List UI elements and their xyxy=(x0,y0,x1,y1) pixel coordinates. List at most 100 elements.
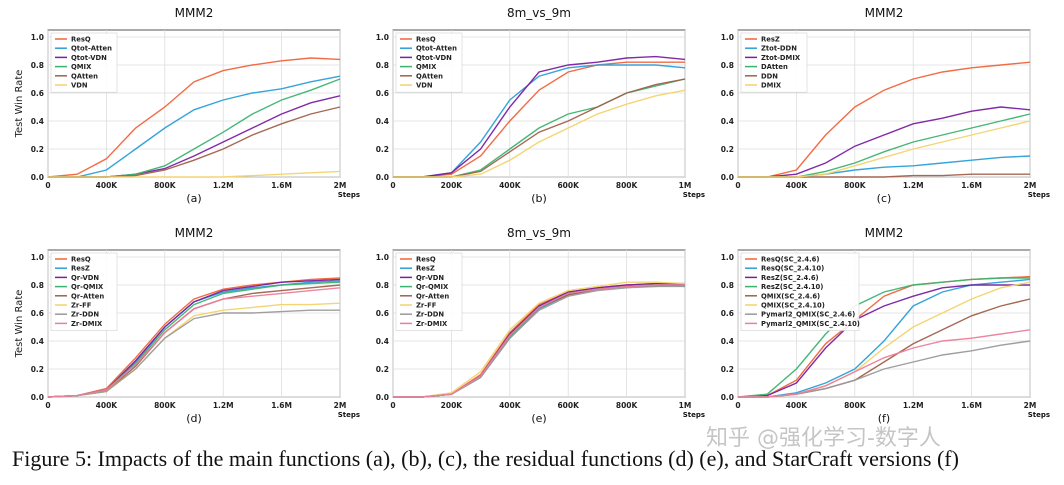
y-tick-label: 0.6 xyxy=(31,309,44,318)
legend-box xyxy=(740,32,808,93)
x-tick-label: 400K xyxy=(499,401,522,410)
y-tick-label: 0.8 xyxy=(721,61,734,70)
x-tick-label: 2M xyxy=(1024,181,1037,190)
x-axis-label: Steps xyxy=(683,411,705,419)
series-line xyxy=(393,89,686,178)
chart-panel-a: 0 400K 800K 1.2M 1.6M 2M 0.0 0.2 0.4 0.6 0.8 1.0 MMM… xyxy=(0,0,360,215)
y-tick-label: 0.8 xyxy=(376,281,389,290)
legend-entry: ResQ(SC_2.4.10) xyxy=(761,265,824,273)
x-tick-label: 200K xyxy=(441,401,464,410)
y-tick-label: 0.6 xyxy=(376,309,389,318)
x-axis-label: Steps xyxy=(1028,191,1050,199)
y-tick-label: 0.8 xyxy=(31,61,44,70)
y-tick-label: 0.4 xyxy=(376,117,389,126)
y-tick-label: 0.2 xyxy=(31,365,44,374)
series-line xyxy=(48,170,341,178)
x-tick-label: 800K xyxy=(616,181,639,190)
x-tick-label: 0 xyxy=(390,181,395,190)
x-tick-label: 400K xyxy=(499,181,522,190)
subplot-label: (d) xyxy=(186,412,202,425)
legend-entry: ResQ xyxy=(71,256,91,264)
y-tick-label: 0.6 xyxy=(31,89,44,98)
y-tick-label: 0.8 xyxy=(31,281,44,290)
series-line xyxy=(393,281,686,398)
legend-entry: Qr-QMIX xyxy=(416,283,449,291)
y-tick-label: 1.0 xyxy=(31,33,44,42)
chart-panel-b: 0 200K 400K 600K 800K 1M 0.0 0.2 0.4 0.6 0.8 1.0 8m_… xyxy=(345,0,705,215)
legend-entry: ResZ xyxy=(761,36,780,44)
legend-entry: Qr-Atten xyxy=(71,292,104,300)
x-tick-label: 400K xyxy=(96,401,119,410)
legend-entry: QAtten xyxy=(416,72,443,80)
x-tick-label: 2M xyxy=(1024,401,1037,410)
y-tick-label: 0.0 xyxy=(721,173,734,182)
legend-entry: ResZ(SC_2.4.10) xyxy=(761,283,823,291)
y-tick-label: 1.0 xyxy=(376,33,389,42)
y-tick-label: 0.4 xyxy=(721,117,734,126)
x-tick-label: 1M xyxy=(679,181,692,190)
y-axis-label: Test Win Rate xyxy=(14,290,25,359)
y-tick-label: 0.2 xyxy=(721,365,734,374)
x-tick-label: 800K xyxy=(154,181,177,190)
y-tick-label: 0.0 xyxy=(31,173,44,182)
x-tick-label: 0 xyxy=(45,401,50,410)
y-tick-label: 0.4 xyxy=(31,117,44,126)
y-tick-label: 0.6 xyxy=(721,89,734,98)
legend-entry: ResZ xyxy=(71,265,90,273)
series-line xyxy=(48,75,341,178)
watermark: 知乎 @强化学习-数字人 xyxy=(706,426,941,451)
legend-entry: ResQ xyxy=(416,36,436,44)
y-tick-label: 0.6 xyxy=(721,309,734,318)
y-tick-label: 0.0 xyxy=(721,393,734,402)
legend-entry: Qr-QMIX xyxy=(71,283,104,291)
line-chart: 0 400K 800K 1.2M 1.6M 2M 0.0 0.2 0.4 0.6 0.8 1.0 MMM… xyxy=(721,6,1050,205)
legend-entry: Zr-DDN xyxy=(71,311,99,319)
chart-panel-d: 0 400K 800K 1.2M 1.6M 2M 0.0 0.2 0.4 0.6 0.8 1.0 MMM… xyxy=(0,220,360,435)
legend-entry: QMIX xyxy=(416,63,437,71)
x-axis-label: Steps xyxy=(338,191,360,199)
chart-panel-f: 0 400K 800K 1.2M 1.6M 2M 0.0 0.2 0.4 0.6 0.8 1.0 MMM… xyxy=(690,220,1050,435)
line-chart: 0 400K 800K 1.2M 1.6M 2M 0.0 0.2 0.4 0.6 0.8 1.0 MMM… xyxy=(721,226,1050,425)
legend-box xyxy=(50,252,118,331)
legend-entry: QAtten xyxy=(71,72,98,80)
legend-entry: Qtot-VDN xyxy=(416,54,452,62)
legend-entry: QMIX(SC_2.4.6) xyxy=(761,292,820,300)
chart-title: MMM2 xyxy=(175,6,214,20)
legend-entry: Zr-DMIX xyxy=(71,320,103,328)
y-tick-label: 0.2 xyxy=(376,365,389,374)
x-tick-label: 1.2M xyxy=(903,401,924,410)
legend-entry: DAtten xyxy=(761,63,788,71)
legend-entry: Zr-DDN xyxy=(416,311,444,319)
line-chart: 0 200K 400K 600K 800K 1M 0.0 0.2 0.4 0.6 0.8 1.0 8m_… xyxy=(376,226,705,425)
y-tick-label: 0.0 xyxy=(376,173,389,182)
legend-entry: ResQ xyxy=(71,36,91,44)
y-tick-label: 0.2 xyxy=(721,145,734,154)
legend-entry: QMIX xyxy=(71,63,92,71)
chart-title: MMM2 xyxy=(865,6,904,20)
legend-box xyxy=(740,252,860,331)
chart-title: 8m_vs_9m xyxy=(507,226,571,240)
series-line xyxy=(738,61,1031,178)
x-tick-label: 600K xyxy=(557,181,580,190)
legend-box xyxy=(395,32,463,93)
legend-entry: Qtot-Atten xyxy=(71,45,112,53)
y-tick-label: 1.0 xyxy=(721,253,734,262)
series-line xyxy=(393,55,686,178)
y-tick-label: 1.0 xyxy=(31,253,44,262)
series-line xyxy=(393,284,685,398)
y-tick-label: 0.4 xyxy=(376,337,389,346)
x-tick-label: 600K xyxy=(557,401,580,410)
chart-title: MMM2 xyxy=(865,226,904,240)
legend: ResQ(SC_2.4.6)ResQ(SC_2.4.10)ResZ(SC_2.4… xyxy=(740,252,860,331)
chart-panel-c: 0 400K 800K 1.2M 1.6M 2M 0.0 0.2 0.4 0.6 0.8 1.0 MMM… xyxy=(690,0,1050,215)
x-tick-label: 800K xyxy=(844,181,867,190)
x-tick-label: 2M xyxy=(334,401,347,410)
y-tick-label: 0.2 xyxy=(376,145,389,154)
legend-entry: Ztot-DMIX xyxy=(761,54,801,62)
x-tick-label: 200K xyxy=(441,181,464,190)
series-line xyxy=(738,120,1031,178)
y-tick-label: 0.2 xyxy=(31,145,44,154)
y-tick-label: 0.4 xyxy=(721,337,734,346)
x-tick-label: 1.6M xyxy=(271,181,292,190)
